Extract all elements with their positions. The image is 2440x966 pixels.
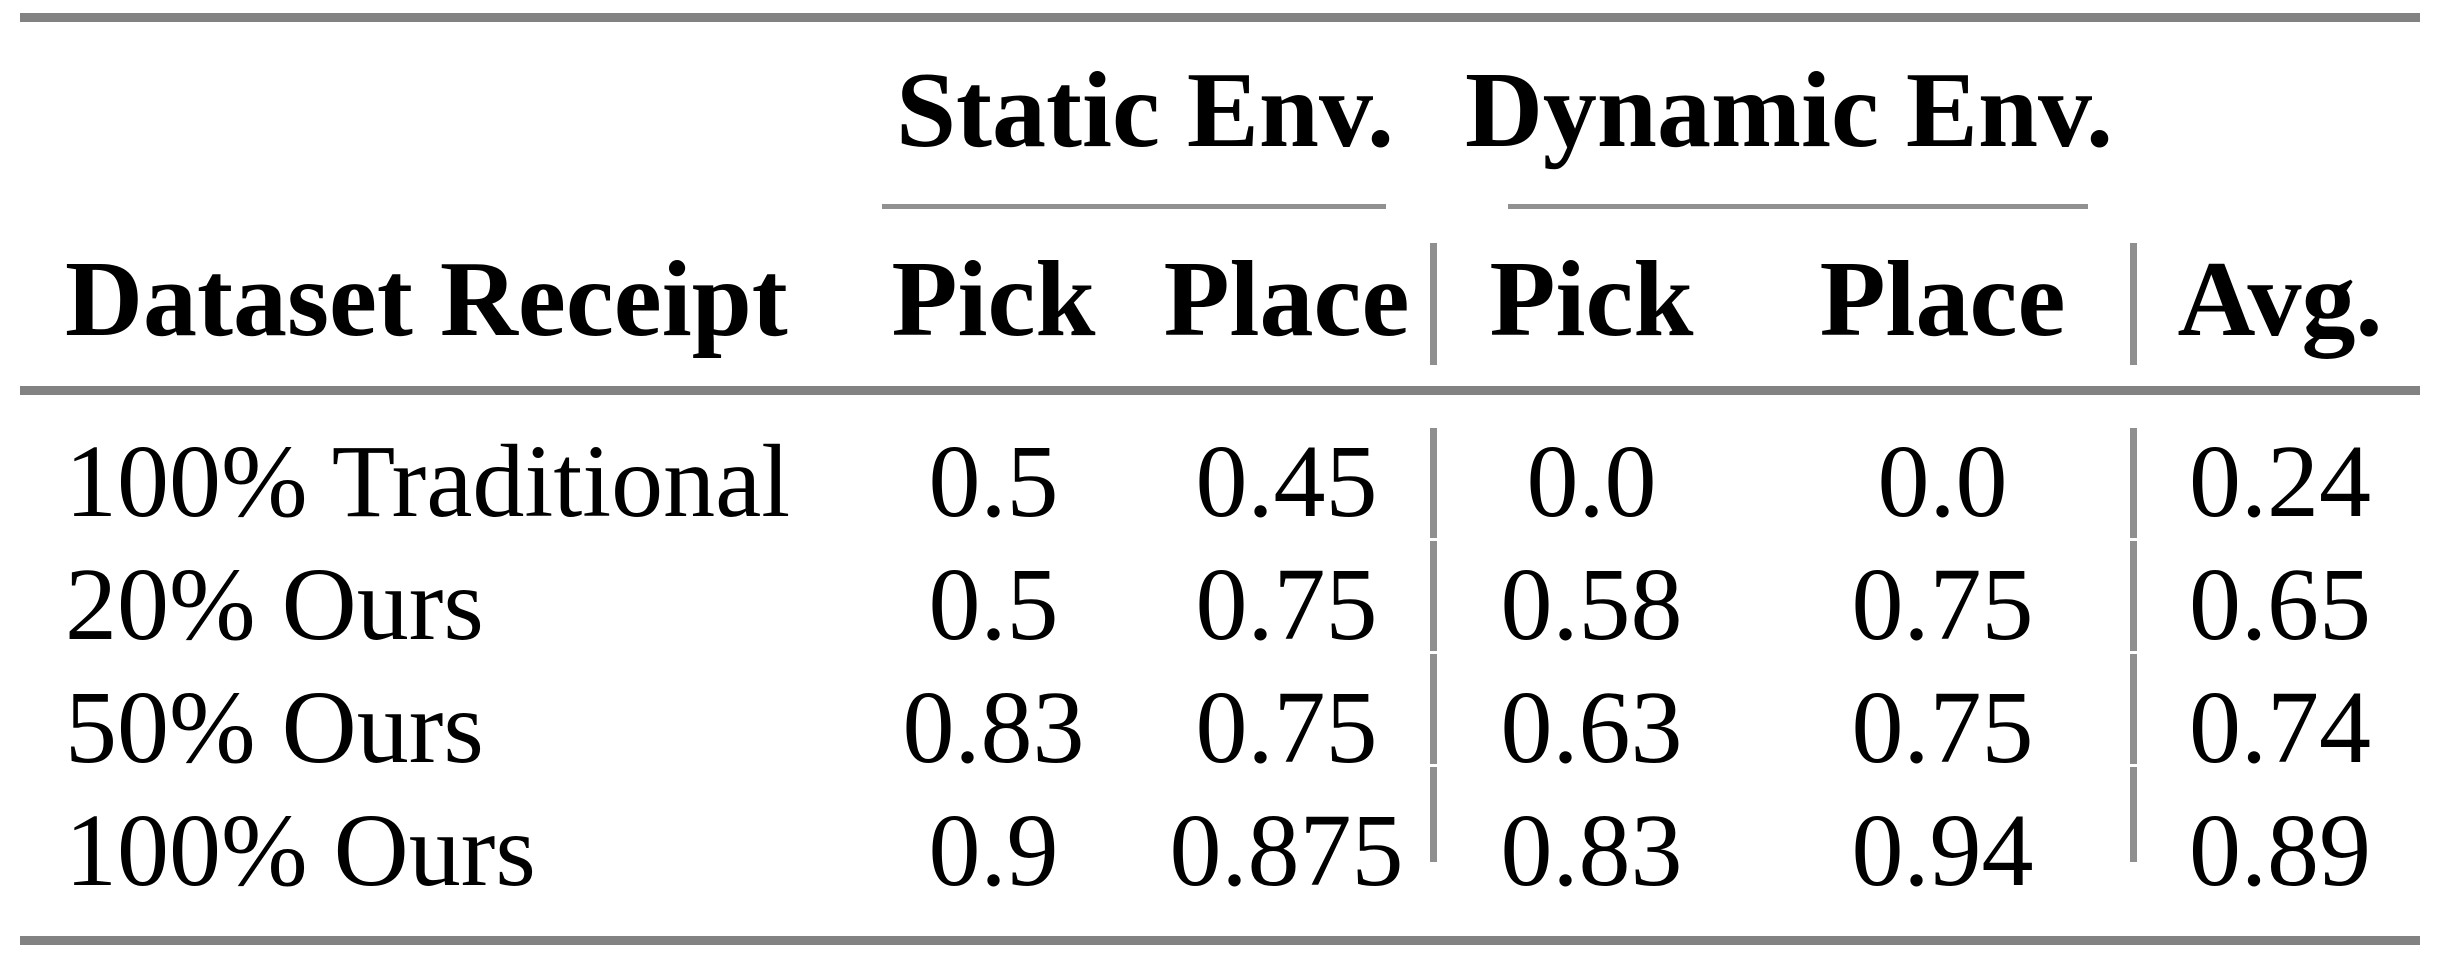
table-header-separator-rule xyxy=(20,386,2420,395)
table-row: 20% Ours 0.5 0.75 0.58 0.75 0.65 xyxy=(20,543,2420,666)
cell-dynamic-pick: 0.0 xyxy=(1526,424,1657,539)
column-header-row: Dataset Receipt Pick Place Pick Place Av… xyxy=(20,232,2420,386)
dynamic-env-label: Dynamic Env. xyxy=(1464,51,2114,170)
column-header-static-pick: Pick xyxy=(891,240,1096,359)
column-header-dataset-receipt: Dataset Receipt xyxy=(65,240,788,359)
table-top-rule xyxy=(20,13,2420,22)
cell-static-place: 0.45 xyxy=(1195,424,1378,539)
cell-dynamic-place: 0.0 xyxy=(1877,424,2008,539)
cell-static-place: 0.75 xyxy=(1195,670,1378,785)
vertical-rule-dynamic-avg-body xyxy=(2130,428,2137,862)
column-header-static-place: Place xyxy=(1163,240,1410,359)
cell-avg: 0.24 xyxy=(2189,424,2371,539)
cell-dynamic-place: 0.75 xyxy=(1851,670,2034,785)
cell-static-pick: 0.83 xyxy=(902,670,1085,785)
cell-static-pick: 0.5 xyxy=(928,424,1059,539)
cell-dynamic-pick: 0.83 xyxy=(1500,793,1683,908)
group-header-spacer-left xyxy=(20,22,852,230)
cell-dynamic-pick: 0.63 xyxy=(1500,670,1683,785)
cell-static-pick: 0.9 xyxy=(928,793,1059,908)
vertical-rule-static-dynamic-header xyxy=(1430,243,1437,365)
row-label: 20% Ours xyxy=(65,547,484,662)
cell-static-place: 0.875 xyxy=(1169,793,1404,908)
static-env-cmidrule xyxy=(882,204,1386,209)
cell-avg: 0.65 xyxy=(2189,547,2371,662)
dynamic-env-cmidrule xyxy=(1508,204,2088,209)
table-row: 50% Ours 0.83 0.75 0.63 0.75 0.74 xyxy=(20,666,2420,789)
vertical-rule-static-dynamic-body xyxy=(1430,428,1437,862)
cell-static-pick: 0.5 xyxy=(928,547,1059,662)
static-env-label: Static Env. xyxy=(895,51,1395,170)
table-body: 100% Traditional 0.5 0.45 0.0 0.0 0.24 2… xyxy=(20,420,2420,912)
cell-dynamic-place: 0.75 xyxy=(1851,547,2034,662)
row-label: 100% Traditional xyxy=(65,424,791,539)
table-row: 100% Traditional 0.5 0.45 0.0 0.0 0.24 xyxy=(20,420,2420,543)
column-header-dynamic-place: Place xyxy=(1819,240,2066,359)
table-bottom-rule xyxy=(20,936,2420,945)
cell-dynamic-place: 0.94 xyxy=(1851,793,2034,908)
group-header-row: Static Env. Dynamic Env. xyxy=(20,22,2420,230)
group-header-dynamic-env: Dynamic Env. xyxy=(1438,22,2140,230)
vertical-rule-dynamic-avg-header xyxy=(2130,243,2137,365)
cell-avg: 0.89 xyxy=(2189,793,2371,908)
column-header-avg: Avg. xyxy=(2177,240,2383,359)
table-row: 100% Ours 0.9 0.875 0.83 0.94 0.89 xyxy=(20,789,2420,912)
group-header-spacer-right xyxy=(2140,22,2420,230)
cell-avg: 0.74 xyxy=(2189,670,2371,785)
cell-dynamic-pick: 0.58 xyxy=(1500,547,1683,662)
group-header-static-env: Static Env. xyxy=(852,22,1438,230)
cell-static-place: 0.75 xyxy=(1195,547,1378,662)
column-header-dynamic-pick: Pick xyxy=(1489,240,1694,359)
row-label: 100% Ours xyxy=(65,793,536,908)
row-label: 50% Ours xyxy=(65,670,484,785)
